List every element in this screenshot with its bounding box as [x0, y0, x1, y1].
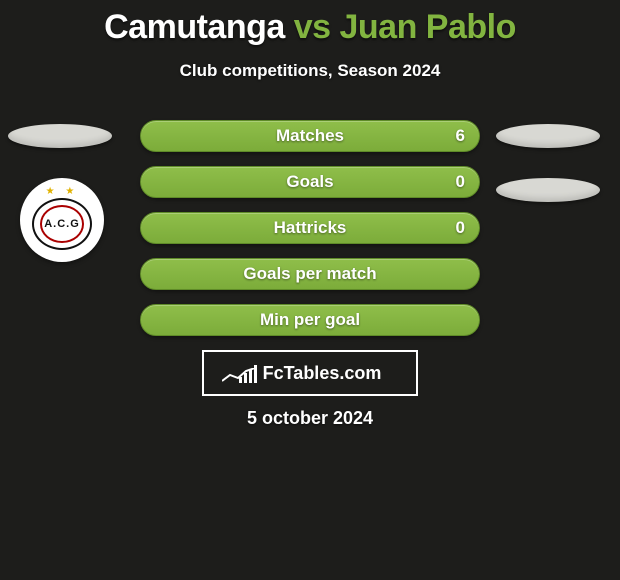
stat-row-min-per-goal: Min per goal	[140, 304, 480, 336]
stat-row-goals-per-match: Goals per match	[140, 258, 480, 290]
team-b-badge-placeholder-2	[496, 178, 600, 202]
page-title: Camutanga vs Juan Pablo	[0, 0, 620, 47]
stat-row-goals: Goals 0	[140, 166, 480, 198]
branding-text: FcTables.com	[263, 363, 382, 384]
stat-label: Hattricks	[274, 218, 347, 238]
stat-value: 0	[456, 218, 465, 238]
stat-value: 0	[456, 172, 465, 192]
stat-row-matches: Matches 6	[140, 120, 480, 152]
branding-box[interactable]: FcTables.com	[202, 350, 418, 396]
player-b-name: Juan Pablo	[340, 8, 516, 46]
stat-label: Min per goal	[260, 310, 360, 330]
team-b-badge-placeholder-1	[496, 124, 600, 148]
stats-list: Matches 6 Goals 0 Hattricks 0 Goals per …	[140, 120, 480, 350]
subtitle: Club competitions, Season 2024	[0, 61, 620, 81]
vs-separator: vs	[294, 8, 331, 46]
stat-value: 6	[456, 126, 465, 146]
team-a-crest: ★ ★ A.C.G	[20, 178, 104, 262]
date-text: 5 october 2024	[0, 408, 620, 429]
team-a-badge-placeholder	[8, 124, 112, 148]
stat-label: Goals	[286, 172, 333, 192]
player-a-name: Camutanga	[104, 8, 285, 46]
stat-label: Matches	[276, 126, 344, 146]
stat-label: Goals per match	[243, 264, 376, 284]
branding-bars-icon	[239, 363, 257, 383]
stat-row-hattricks: Hattricks 0	[140, 212, 480, 244]
acg-crest-icon: ★ ★ A.C.G	[30, 188, 94, 252]
